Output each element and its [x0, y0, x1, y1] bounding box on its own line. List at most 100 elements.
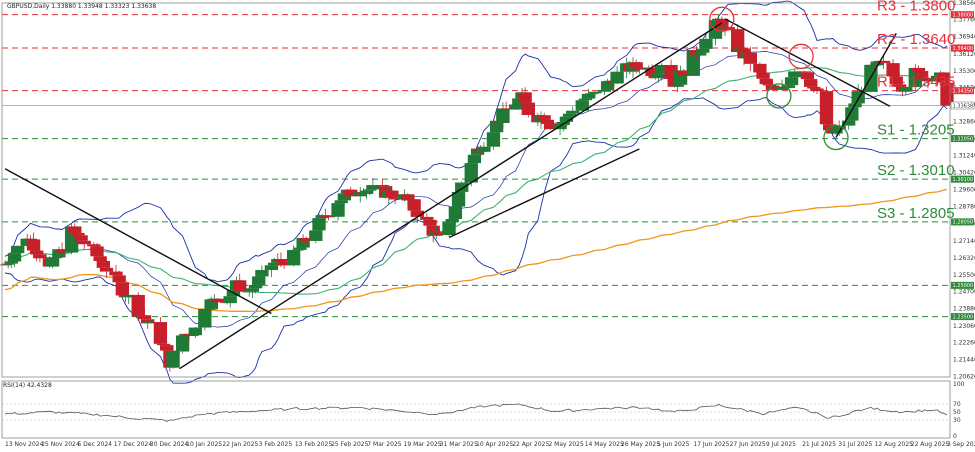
current-price-badge-text: 1.33638 — [953, 103, 974, 109]
candle-body — [588, 91, 602, 94]
candle-body — [518, 92, 532, 103]
candle-body — [337, 193, 352, 201]
current-price-badge — [950, 101, 975, 110]
candle-body — [721, 27, 735, 30]
candle-body — [540, 119, 555, 124]
candle — [699, 33, 713, 54]
candle — [55, 242, 69, 255]
price-tick-label: 1.29600 — [953, 187, 975, 194]
candle-body — [293, 247, 307, 250]
candle — [410, 207, 424, 223]
candle — [496, 102, 510, 129]
candle — [518, 87, 532, 103]
candle-body — [252, 276, 266, 285]
date-tick-label: 22 Jan 2025 — [222, 441, 258, 448]
sma-medium-line — [4, 67, 948, 295]
date-tick-label: 5 Dec 2024 — [77, 441, 112, 448]
candle-body — [49, 257, 63, 259]
candle-body — [156, 343, 171, 346]
candle-body — [277, 261, 291, 266]
candle — [629, 59, 643, 74]
candle-body — [455, 182, 469, 192]
level-badge-text-R3: 1.38000 — [953, 12, 974, 18]
date-tick-label: 14 May 2025 — [585, 441, 624, 448]
candle — [537, 112, 551, 121]
candle — [144, 320, 158, 324]
candle-body — [33, 254, 47, 259]
candle-body — [756, 72, 770, 79]
candle — [610, 66, 624, 85]
date-tick-label: 21 Jul 2025 — [802, 441, 836, 448]
candle — [141, 318, 155, 330]
level-badge-text-L5: 1.23500 — [953, 314, 974, 320]
candle-body — [632, 67, 647, 70]
candle — [318, 208, 333, 221]
candle-body — [286, 250, 301, 266]
level-label-R1: R1 - 1.3435 — [877, 74, 955, 91]
candle-body — [553, 125, 567, 130]
candle — [597, 89, 612, 96]
level-label-R3: R3 - 1.3800 — [877, 0, 955, 15]
candle-body — [788, 71, 802, 78]
candle-body — [401, 194, 415, 201]
price-tick-label: 1.21440 — [953, 357, 975, 364]
date-tick-label: 10 Jan 2025 — [186, 441, 222, 448]
candle-body — [160, 345, 174, 351]
candle-body — [851, 91, 865, 104]
candle — [188, 326, 202, 339]
candle-body — [692, 52, 707, 56]
price-tick-label: 1.23060 — [953, 323, 975, 330]
candle-body — [410, 210, 424, 217]
candle — [775, 79, 789, 91]
candle-body — [803, 79, 818, 87]
candle — [788, 69, 802, 81]
candle-body — [575, 100, 589, 111]
candle — [33, 251, 47, 263]
date-tick-label: 25 Feb 2025 — [331, 441, 369, 448]
candle-body — [74, 235, 88, 241]
candle — [277, 258, 291, 269]
candle-body — [353, 192, 367, 197]
candle-body — [210, 298, 225, 303]
candle-body — [312, 218, 326, 231]
candle — [96, 255, 110, 269]
candle-body — [537, 115, 551, 120]
candle-body — [696, 48, 710, 53]
date-tick-label: 27 Jun 2025 — [730, 441, 766, 448]
candle-body — [274, 259, 288, 262]
candle-body — [166, 351, 180, 368]
candle-body — [543, 123, 558, 130]
candle-body — [442, 222, 456, 236]
candle — [321, 215, 336, 221]
date-tick-label: 9 Jul 2025 — [766, 441, 796, 448]
candle — [921, 76, 935, 89]
candle-body — [566, 110, 580, 114]
candle-body — [921, 78, 935, 82]
candle-body — [407, 199, 421, 211]
candle-body — [937, 72, 951, 83]
date-tick-label: 31 Jul 2025 — [838, 441, 872, 448]
candle-body — [201, 309, 215, 310]
candle-body — [112, 275, 126, 283]
candle-body — [800, 72, 815, 80]
candle-body — [375, 185, 390, 187]
candle-body — [467, 154, 482, 164]
level-badge-R1 — [951, 87, 974, 95]
candle-body — [30, 250, 44, 255]
level-badge-S1 — [951, 135, 974, 143]
price-tick-label: 1.27140 — [953, 238, 975, 245]
candle-body — [233, 280, 247, 292]
candle-body — [464, 163, 478, 183]
trendline-1 — [4, 168, 272, 315]
price-tick-label: 1.20620 — [953, 374, 975, 381]
candle-body — [87, 244, 101, 247]
candle-body — [144, 322, 158, 324]
candle-body — [11, 245, 25, 254]
candle-body — [255, 270, 269, 277]
candle-body — [842, 120, 856, 126]
rsi-tick-label: 70 — [953, 401, 961, 408]
rsi-tick-label: 0 — [953, 433, 957, 440]
level-badge-S2 — [951, 175, 974, 183]
candle — [521, 101, 535, 118]
price-tick-label: 1.36940 — [953, 34, 975, 41]
